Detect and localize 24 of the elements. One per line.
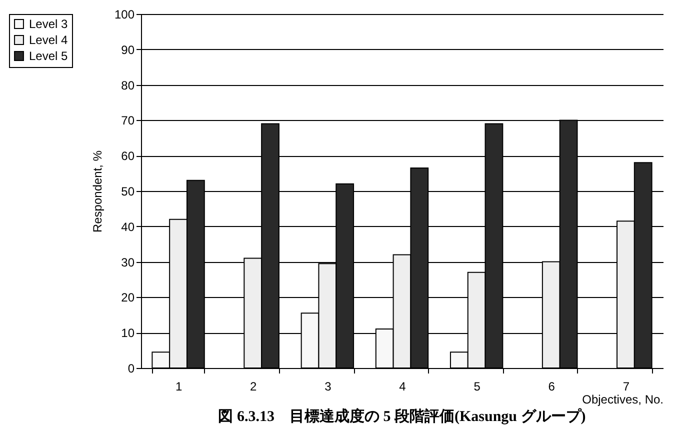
legend-label: Level 3 [29,17,68,31]
y-tick-label: 30 [121,255,135,270]
y-tick-label: 60 [121,149,135,164]
x-tick-label: 3 [324,380,332,394]
x-tick-label: 4 [399,380,406,394]
x-tick-label: 6 [548,380,556,394]
x-tick-label: 5 [474,380,481,394]
y-tick-label: 50 [121,184,135,198]
x-tick-label: 7 [622,380,630,394]
text: 図 6.3.13 目標達成度の 5 段階評価(Kasungu グループ) [218,407,586,425]
x-tick-label: 1 [175,380,182,394]
legend-label: Level 5 [29,49,68,63]
y-tick-label: 100 [114,8,135,22]
y-axis-title: Respondent, % [90,150,104,233]
y-tick-label: 20 [121,290,135,305]
legend-label: Level 4 [29,33,68,47]
y-tick-label: 40 [121,220,135,234]
y-tick-label: 10 [121,326,135,340]
y-tick-label: 70 [121,114,135,128]
y-tick-label: 0 [128,362,135,376]
y-tick-label: 90 [121,42,135,57]
y-tick-label: 80 [121,78,135,92]
x-axis-title: Objectives, No. [582,392,664,406]
x-tick-label: 2 [250,380,258,394]
